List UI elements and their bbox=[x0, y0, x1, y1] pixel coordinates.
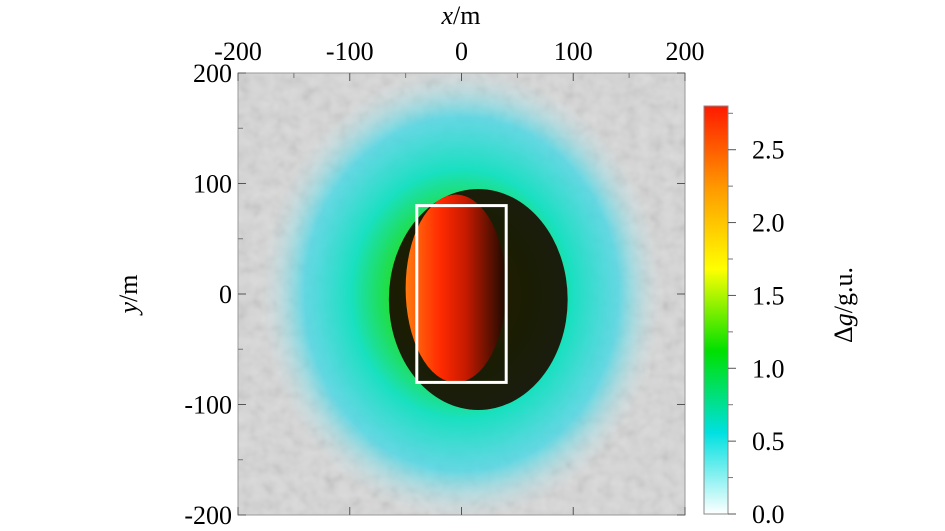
colorbar-axis: 0.0 0.5 1.0 1.5 2.0 2.5 bbox=[728, 112, 785, 529]
anomaly-core bbox=[405, 194, 507, 383]
plot-area bbox=[238, 73, 685, 515]
x-tick-label: -100 bbox=[326, 37, 374, 66]
colorbar bbox=[703, 105, 729, 515]
colorbar-title: Δg/g.u. bbox=[829, 267, 858, 343]
y-axis-title: y/m bbox=[114, 275, 143, 317]
x-axis-title: x/m bbox=[441, 1, 481, 30]
source-outline-rect bbox=[415, 204, 508, 384]
y-axis: -200 -100 0 100 200 bbox=[184, 59, 685, 530]
y-tick-label: -200 bbox=[184, 501, 232, 530]
x-tick-label: 0 bbox=[455, 37, 468, 66]
colorbar-tick-label: 1.0 bbox=[752, 354, 785, 383]
x-tick-label: 200 bbox=[666, 37, 705, 66]
colorbar-tick-label: 0.0 bbox=[752, 500, 785, 529]
colorbar-tick-label: 0.5 bbox=[752, 427, 785, 456]
y-tick-label: 100 bbox=[193, 170, 232, 199]
y-tick-label: 200 bbox=[193, 59, 232, 88]
x-tick-label: 100 bbox=[554, 37, 593, 66]
colorbar-tick-label: 2.5 bbox=[752, 136, 785, 165]
colorbar-tick-label: 1.5 bbox=[752, 281, 785, 310]
x-tick-label: -200 bbox=[214, 37, 262, 66]
y-tick-label: 0 bbox=[219, 280, 232, 309]
colorbar-tick-label: 2.0 bbox=[752, 209, 785, 238]
x-axis: -200 -100 0 100 200 bbox=[214, 37, 705, 515]
y-tick-label: -100 bbox=[184, 391, 232, 420]
